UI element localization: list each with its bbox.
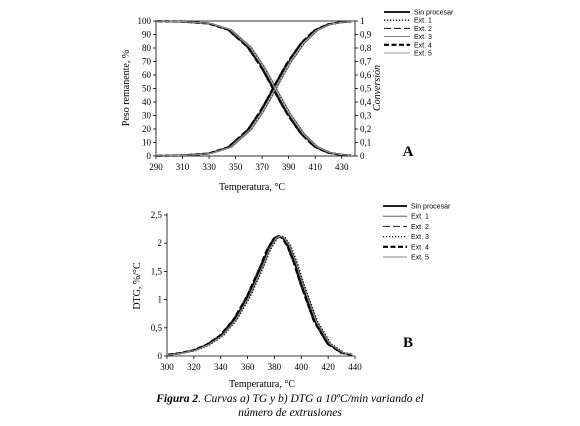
y-tick-label: 50 bbox=[142, 84, 152, 94]
legend-label: Ext. 4 bbox=[411, 244, 429, 251]
y-tick-label: 0 bbox=[147, 151, 152, 161]
legend-label: Ext. 5 bbox=[411, 255, 429, 262]
legend-label: Sin procesar bbox=[414, 10, 454, 17]
x-tick-label: 290 bbox=[149, 162, 163, 172]
y-tick-label: 10 bbox=[142, 138, 152, 148]
series-line-conversion bbox=[157, 21, 352, 157]
y2-tick-label: 0,5 bbox=[360, 84, 372, 94]
x-axis-label: Temperatura, °C bbox=[229, 379, 295, 390]
series-line-conversion bbox=[157, 21, 352, 157]
x-tick-label: 300 bbox=[160, 362, 174, 372]
caption-line-1: . Curvas a) TG y b) DTG a 10ºC/min varia… bbox=[198, 393, 424, 405]
y-axis-label: Peso remanente, % bbox=[121, 50, 132, 126]
legend-label: Sin procesar bbox=[411, 204, 451, 211]
y2-tick-label: 0,8 bbox=[360, 43, 372, 53]
y-tick-label: 70 bbox=[142, 57, 152, 67]
y-axis-ticks: 0 10 20 30 40 50 60 70 80 90 100 bbox=[138, 16, 156, 161]
x-tick-label: 390 bbox=[282, 162, 296, 172]
series-line-tg bbox=[157, 20, 352, 156]
legend-label: Ext. 4 bbox=[414, 42, 432, 49]
figure-caption: Figura 2. Curvas a) TG y b) DTG a 10ºC/m… bbox=[0, 392, 580, 420]
y-tick-label: 60 bbox=[142, 70, 152, 80]
series-line-tg bbox=[157, 20, 352, 156]
legend-label: Ext. 1 bbox=[414, 18, 432, 25]
legend-label: Ext. 5 bbox=[414, 51, 432, 58]
chart-tg-panel: 290 310 330 350 370 390 410 430 010203040506070… bbox=[121, 10, 454, 194]
y-tick-label: 1,5 bbox=[151, 266, 163, 276]
x-tick-label: 410 bbox=[308, 162, 322, 172]
series-line-tg bbox=[157, 20, 352, 157]
x-axis-ticks: 290 310 330 350 370 390 410 430 bbox=[149, 156, 349, 172]
legend-label: Ext. 2 bbox=[411, 224, 429, 231]
y2-axis-ticks: 0 0,1 0,2 0,3 0,4 0,5 0,6 0,7 0,8 0,9 1 bbox=[355, 16, 372, 161]
legend: Sin procesar Ext. 1 Ext. 2 Ext. 3 Ext. 4 Ext.… bbox=[383, 204, 451, 262]
y-tick-label: 90 bbox=[142, 30, 152, 40]
y2-tick-label: 0,3 bbox=[360, 111, 372, 121]
caption-label: Figura 2 bbox=[156, 393, 199, 405]
y-tick-label: 80 bbox=[142, 43, 152, 53]
x-tick-label: 420 bbox=[321, 362, 335, 372]
y-tick-label: 30 bbox=[142, 111, 152, 121]
y2-tick-label: 0,7 bbox=[360, 57, 372, 67]
y2-tick-label: 0 bbox=[360, 151, 365, 161]
caption-line-2: número de extrusiones bbox=[238, 407, 342, 419]
x-tick-label: 370 bbox=[255, 162, 269, 172]
y2-axis-label: Conversión bbox=[372, 65, 383, 111]
series-line-conversion bbox=[157, 21, 352, 157]
x-tick-label: 340 bbox=[214, 362, 228, 372]
x-tick-label: 360 bbox=[241, 362, 255, 372]
x-axis-ticks: 300 320 340 360 380 400 420 440 bbox=[160, 356, 362, 372]
legend-label: Ext. 3 bbox=[414, 34, 432, 41]
y2-tick-label: 0,1 bbox=[360, 138, 371, 148]
y2-tick-label: 0,2 bbox=[360, 124, 371, 134]
series-line-dtg bbox=[168, 235, 353, 356]
x-tick-label: 320 bbox=[187, 362, 201, 372]
x-axis-label: Temperatura, °C bbox=[219, 182, 285, 193]
x-tick-label: 330 bbox=[202, 162, 216, 172]
y-tick-label: 100 bbox=[138, 16, 152, 26]
y2-tick-label: 0,4 bbox=[360, 97, 372, 107]
y2-tick-label: 0,9 bbox=[360, 30, 372, 40]
series-line-tg bbox=[157, 20, 352, 157]
y2-tick-label: 0,6 bbox=[360, 70, 372, 80]
series-line-dtg bbox=[168, 235, 353, 356]
y-tick-label: 40 bbox=[142, 97, 152, 107]
y-tick-label: 1 bbox=[158, 295, 163, 305]
y-axis-label: DTG, %/°C bbox=[132, 262, 143, 310]
series-line-conversion bbox=[157, 20, 352, 157]
series-line-tg bbox=[157, 20, 352, 156]
y-tick-label: 0,5 bbox=[151, 323, 163, 333]
y-tick-label: 2 bbox=[158, 238, 163, 248]
series-line-conversion bbox=[157, 21, 352, 157]
legend-label: Ext. 2 bbox=[414, 26, 432, 33]
x-tick-label: 430 bbox=[335, 162, 349, 172]
series-line-tg bbox=[157, 20, 352, 156]
y-tick-label: 2,5 bbox=[151, 210, 163, 220]
x-tick-label: 310 bbox=[176, 162, 190, 172]
series-lines bbox=[168, 234, 353, 356]
panel-label: B bbox=[403, 335, 413, 351]
plot-area-frame bbox=[155, 20, 356, 157]
series-line-conversion bbox=[157, 20, 352, 157]
y-tick-label: 20 bbox=[142, 124, 152, 134]
x-tick-label: 380 bbox=[268, 362, 282, 372]
chart-dtg-panel: 300 320 340 360 380 400 420 440 0 0,5 1 1,5 2 2,5 Te… bbox=[132, 204, 451, 391]
series-lines bbox=[157, 20, 352, 157]
x-tick-label: 400 bbox=[295, 362, 309, 372]
legend-label: Ext. 1 bbox=[411, 214, 429, 221]
y2-tick-label: 1 bbox=[360, 16, 365, 26]
legend-label: Ext. 3 bbox=[411, 234, 429, 241]
y-axis-ticks: 0 0,5 1 1,5 2 2,5 bbox=[151, 210, 167, 361]
panel-label: A bbox=[403, 144, 414, 160]
x-tick-label: 350 bbox=[229, 162, 243, 172]
x-tick-label: 440 bbox=[348, 362, 362, 372]
y-tick-label: 0 bbox=[158, 351, 163, 361]
